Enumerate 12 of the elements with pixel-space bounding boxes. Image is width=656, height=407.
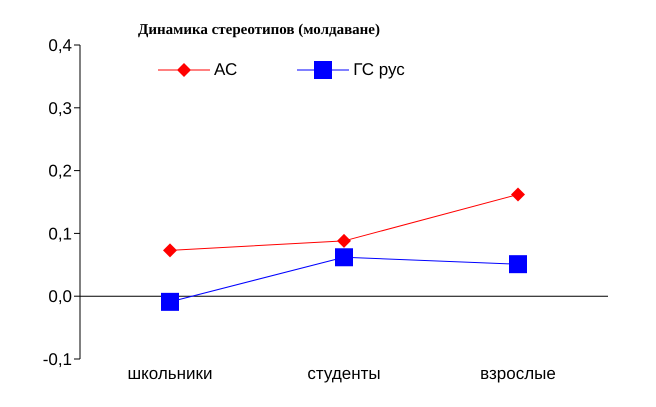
x-tick-label: взрослые bbox=[480, 364, 556, 384]
y-tick-label: 0,0 bbox=[48, 287, 72, 306]
chart-title: Динамика стереотипов (молдаване) bbox=[138, 22, 380, 39]
y-tick-label: 0,2 bbox=[48, 162, 72, 181]
y-tick-label: 0,4 bbox=[48, 36, 72, 56]
legend-label: АС bbox=[214, 60, 238, 80]
legend-label: ГС рус bbox=[353, 60, 405, 80]
y-tick-label: 0,3 bbox=[48, 98, 72, 118]
y-tick-label: 0,1 bbox=[48, 224, 72, 244]
x-tick-label: студенты bbox=[307, 364, 381, 384]
y-tick-label: -0,1 bbox=[42, 350, 72, 370]
x-tick-label: школьники bbox=[128, 364, 212, 384]
